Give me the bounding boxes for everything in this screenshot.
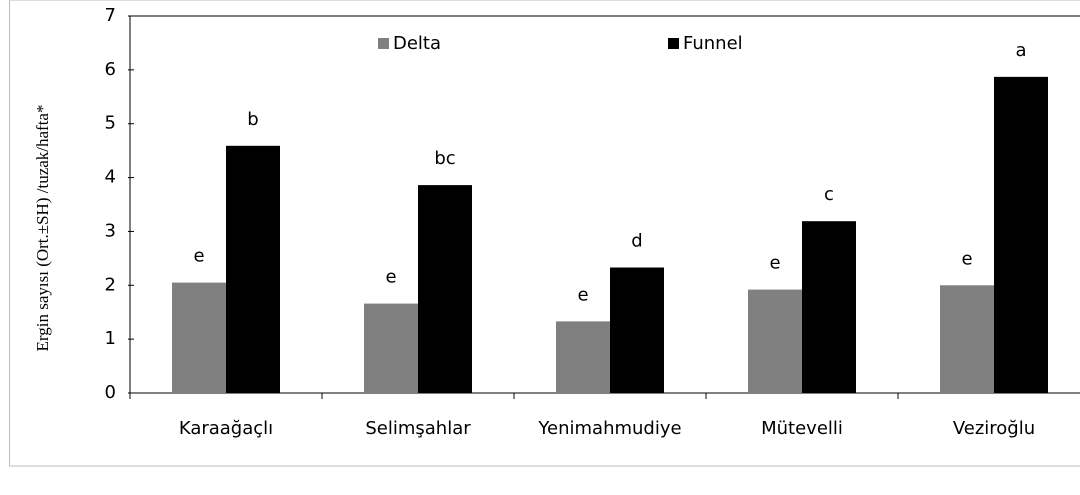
y-tick-label: 2 — [105, 274, 116, 295]
bar-letter: b — [247, 109, 258, 130]
bar-letter: e — [193, 246, 204, 267]
bar-letter: c — [824, 184, 834, 205]
bar — [748, 289, 802, 393]
bar-letter: e — [961, 248, 972, 269]
bar — [610, 267, 664, 393]
y-tick-label: 7 — [105, 5, 116, 26]
bar — [172, 282, 226, 393]
bar-letter: e — [385, 267, 396, 288]
x-tick-label: Mütevelli — [761, 418, 843, 439]
bar — [418, 185, 472, 393]
bar — [994, 76, 1048, 393]
y-axis-title: Ergin sayısı (Ort.±SH) /tuzak/hafta* — [33, 105, 52, 352]
bar — [226, 145, 280, 393]
legend-swatch — [378, 38, 389, 49]
bar-letter: bc — [434, 148, 455, 169]
legend-label: Funnel — [683, 33, 743, 54]
x-tick-label: Selimşahlar — [365, 418, 471, 439]
x-tick-label: Karaağaçlı — [179, 418, 273, 439]
y-tick-label: 0 — [105, 382, 116, 403]
bar-letter: e — [577, 284, 588, 305]
y-tick-label: 4 — [105, 167, 116, 188]
bar — [802, 221, 856, 393]
bar-letter: a — [1015, 40, 1026, 61]
bar-letter: e — [769, 253, 780, 274]
legend-label: Delta — [393, 33, 441, 54]
bar — [556, 321, 610, 393]
bar-letter: d — [631, 231, 642, 252]
x-tick-label: Veziroğlu — [953, 418, 1035, 439]
bar — [940, 285, 994, 393]
y-tick-label: 5 — [105, 113, 116, 134]
y-tick-label: 3 — [105, 220, 116, 241]
y-tick-label: 1 — [105, 328, 116, 349]
chart-frame — [9, 0, 1080, 467]
bar — [364, 303, 418, 393]
legend-swatch — [668, 38, 679, 49]
x-tick-label: Yenimahmudiye — [537, 418, 681, 439]
y-tick-label: 6 — [105, 59, 116, 80]
